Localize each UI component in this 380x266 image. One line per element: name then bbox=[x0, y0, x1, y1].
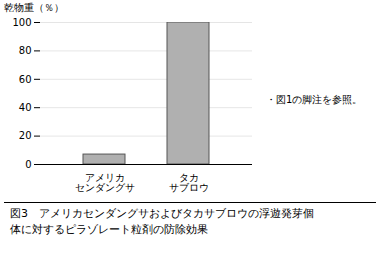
svg-text:アメリカセンダングサ: アメリカセンダングサ bbox=[75, 172, 135, 193]
svg-text:20: 20 bbox=[19, 130, 32, 141]
svg-text:40: 40 bbox=[19, 102, 32, 113]
svg-text:60: 60 bbox=[19, 74, 32, 85]
html-text:体に対するピラゾレート粒剤の防除効果: 体に対するピラゾレート粒剤の防除効果 bbox=[10, 223, 208, 236]
svg-text:100: 100 bbox=[12, 17, 31, 28]
svg-text:80: 80 bbox=[19, 45, 32, 56]
svg-text:0: 0 bbox=[25, 159, 31, 170]
html-text:図3 アメリカセンダングサおよびタカサブロウの浮遊発芽個: 図3 アメリカセンダングサおよびタカサブロウの浮遊発芽個 bbox=[10, 207, 314, 220]
svg-text:タカサブロウ: タカサブロウ bbox=[169, 172, 209, 193]
html-text:・図1の脚注を参照。: ・図1の脚注を参照。 bbox=[266, 94, 363, 105]
svg-text:乾物重（％）: 乾物重（％） bbox=[4, 2, 64, 13]
